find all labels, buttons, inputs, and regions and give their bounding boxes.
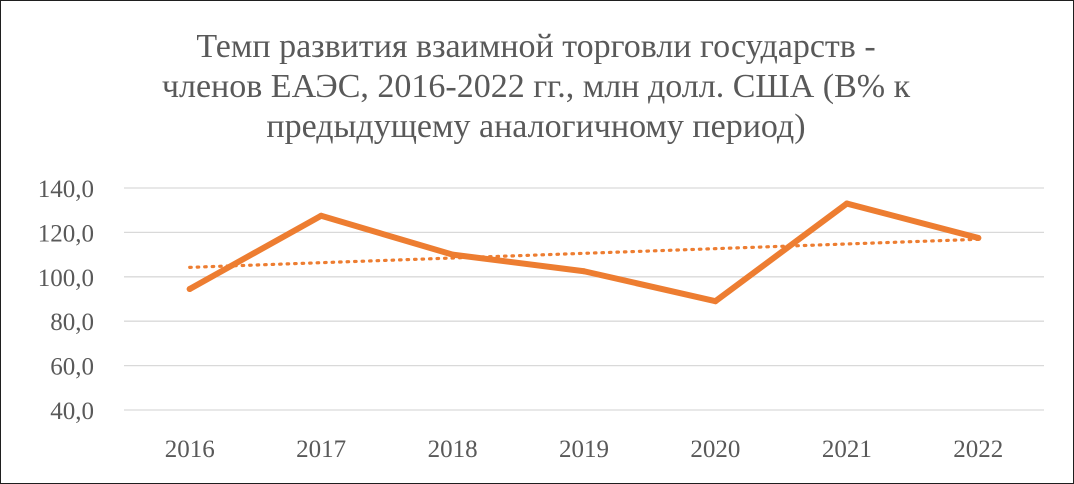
x-tick-label: 2021 [822,436,872,463]
chart-title-line-1: Темп развития взаимной торговли государс… [196,28,876,65]
x-tick-label: 2016 [165,436,215,463]
data-point [843,200,850,207]
x-tick-label: 2018 [428,436,478,463]
x-tick-label: 2022 [953,436,1003,463]
data-point [186,286,193,293]
trendline [188,237,980,269]
chart-title-line-3: предыдущему аналогичному период) [266,108,806,145]
x-tick-label: 2017 [296,436,346,463]
data-point [449,251,456,258]
y-tick-label: 120,0 [38,220,94,247]
y-tick-label: 140,0 [38,176,94,203]
x-tick-label: 2020 [690,436,740,463]
chart-title: Темп развития взаимной торговли государс… [61,27,1011,147]
data-point [581,268,587,275]
y-tick-label: 80,0 [50,309,94,336]
y-tick-label: 40,0 [50,398,94,425]
data-point [712,298,719,305]
y-tick-label: 100,0 [38,265,94,292]
data-point [318,212,325,219]
chart-title-line-2: членов ЕАЭС, 2016-2022 гг., млн долл. СШ… [161,68,911,105]
series-line [186,200,982,305]
y-tick-label: 60,0 [50,354,94,381]
data-point [975,234,982,241]
x-tick-label: 2019 [559,436,609,463]
